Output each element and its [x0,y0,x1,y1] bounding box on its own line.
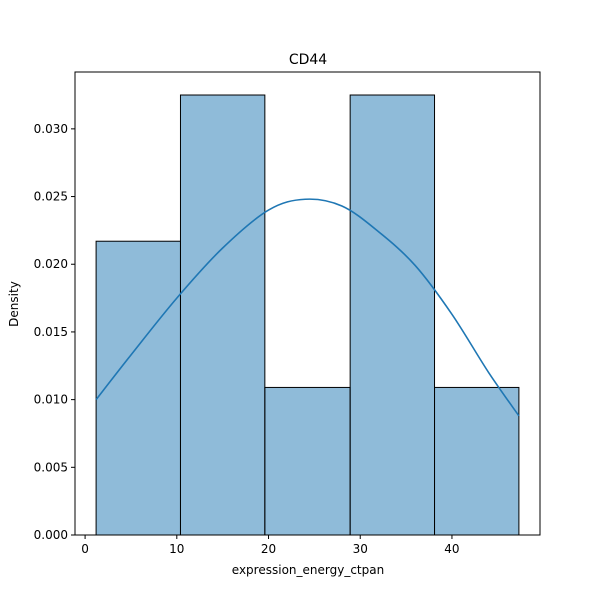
y-tick-label: 0.015 [34,325,68,339]
y-tick-label: 0.020 [34,257,68,271]
x-axis: 0 10 20 30 40 [81,535,460,556]
bars-group [95,94,520,536]
x-tick-label: 30 [353,542,368,556]
y-tick-label: 0.005 [34,460,68,474]
y-axis: 0.000 0.005 0.010 0.015 0.020 0.025 0.030 [34,122,75,542]
plot-frame [74,71,541,536]
y-tick-label: 0.025 [34,190,68,204]
x-tick-label: 40 [444,542,459,556]
x-tick-label: 10 [169,542,184,556]
y-tick-label: 0.010 [34,393,68,407]
x-axis-label: expression_energy_ctpan [232,563,384,577]
chart-title: CD44 [289,52,327,68]
histogram-bar [95,240,181,536]
histogram-bar [179,94,266,536]
y-tick-label: 0.000 [34,528,68,542]
x-tick-label: 20 [261,542,276,556]
y-tick-label: 0.030 [34,122,68,136]
histogram-bar [349,94,436,536]
kde-curve [95,198,520,417]
y-axis-label: Density [7,281,21,327]
x-tick-label: 0 [81,542,89,556]
histogram-bar [434,386,520,536]
histogram-bar [264,386,351,536]
